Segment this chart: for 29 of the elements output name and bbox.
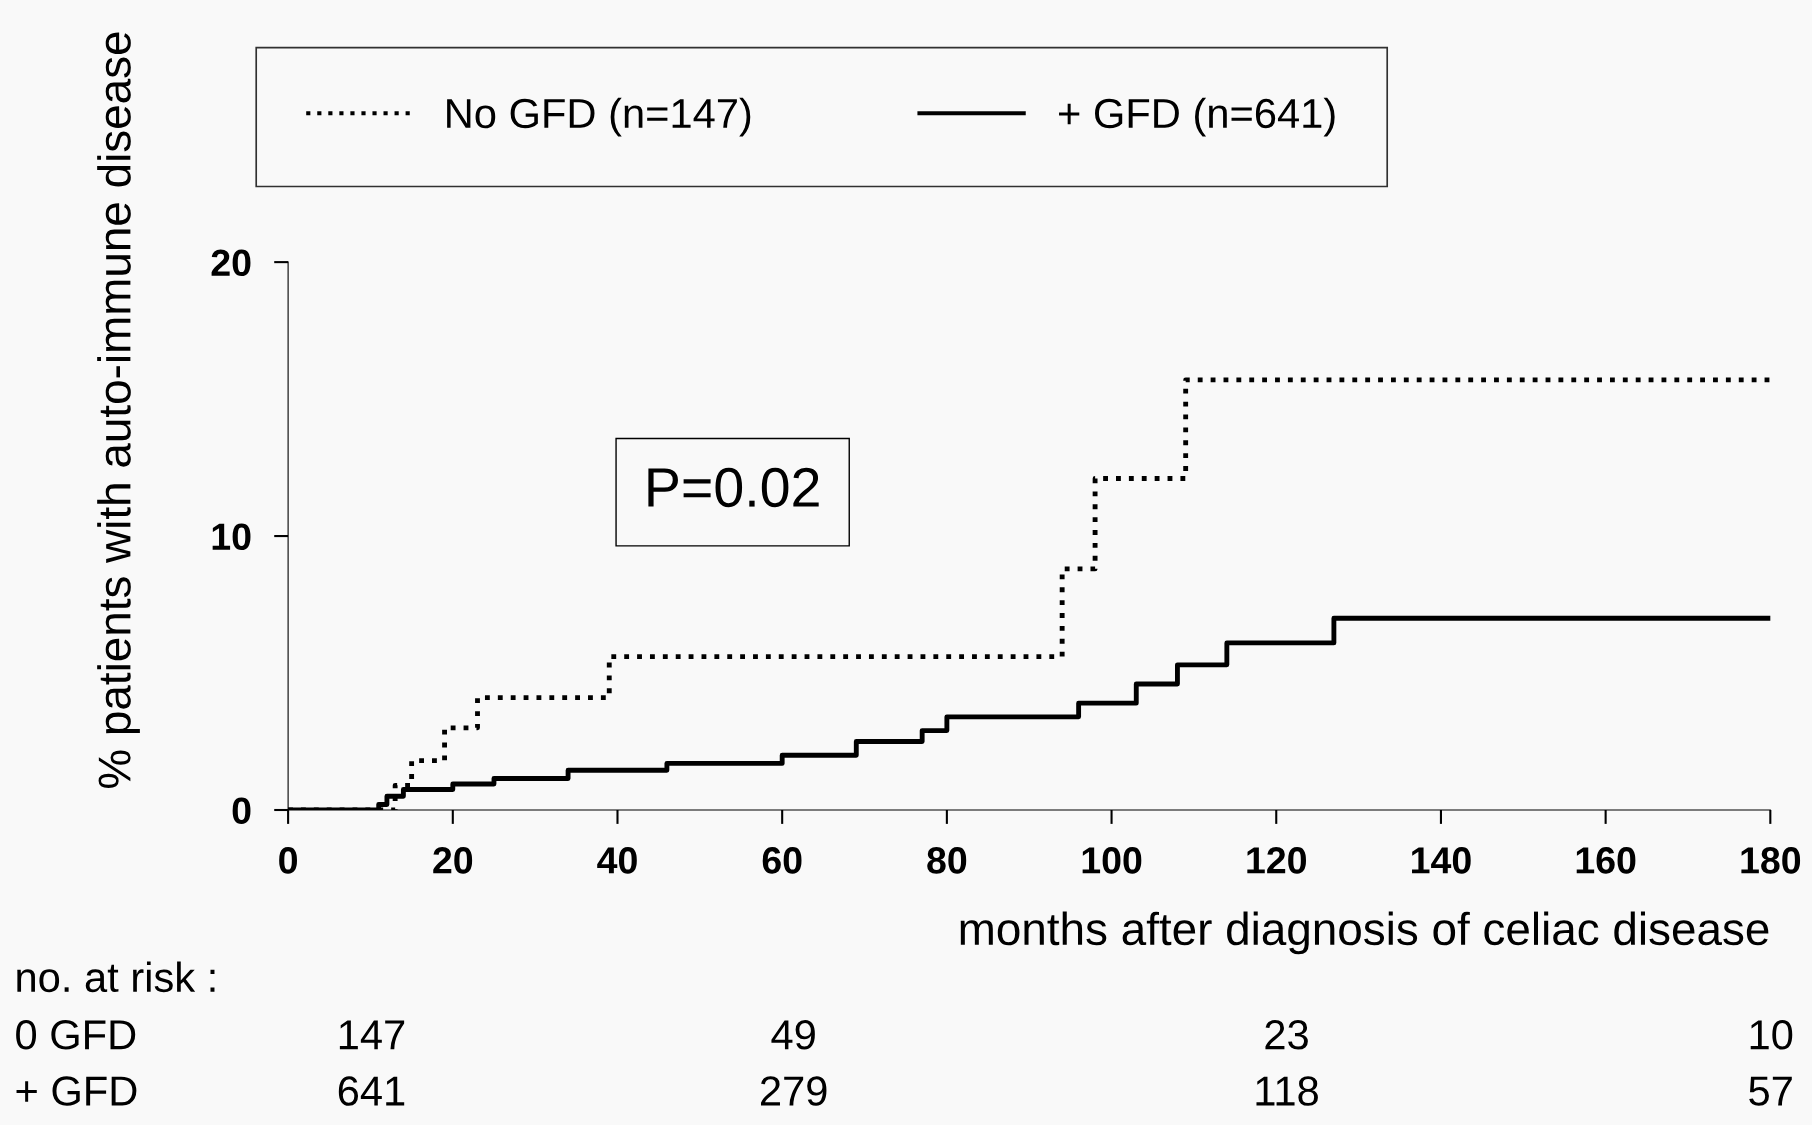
text: 49 bbox=[771, 1020, 815, 1050]
x-axis-title: months after diagnosis of celiac disease bbox=[960, 911, 1769, 955]
y-tick-label: 10 bbox=[212, 523, 251, 551]
x-tick-label: 40 bbox=[597, 847, 637, 874]
text: 23 bbox=[1265, 1020, 1308, 1050]
text: 641 bbox=[338, 1076, 405, 1106]
text: 10 bbox=[1750, 1020, 1793, 1050]
annotation: P=0.02 bbox=[648, 467, 819, 508]
y-axis-title: % patients with auto-immune disease bbox=[97, 32, 140, 788]
text: 57 bbox=[1749, 1076, 1792, 1106]
x-tick-label: 160 bbox=[1576, 847, 1636, 874]
text: 118 bbox=[1256, 1076, 1318, 1106]
text: 147 bbox=[339, 1020, 405, 1050]
x-tick-label: 140 bbox=[1412, 847, 1471, 874]
legend-label: No GFD (n=147) bbox=[447, 97, 751, 137]
x-tick-label: 60 bbox=[762, 847, 802, 874]
x-tick-label: 20 bbox=[433, 847, 473, 874]
text: 279 bbox=[761, 1076, 827, 1106]
x-tick-label: 180 bbox=[1741, 847, 1801, 874]
x-tick-label: 0 bbox=[279, 847, 297, 874]
y-tick-label: 20 bbox=[211, 249, 251, 277]
x-tick-label: 80 bbox=[927, 847, 967, 874]
x-tick-label: 100 bbox=[1082, 847, 1142, 874]
x-tick-label: 120 bbox=[1247, 847, 1306, 874]
text: no. at risk : bbox=[17, 961, 215, 993]
y-tick-label: 0 bbox=[232, 797, 251, 824]
text: + GFD bbox=[16, 1076, 137, 1106]
legend-label: + GFD (n=641) bbox=[1059, 97, 1335, 137]
text: 0 GFD bbox=[16, 1020, 136, 1050]
